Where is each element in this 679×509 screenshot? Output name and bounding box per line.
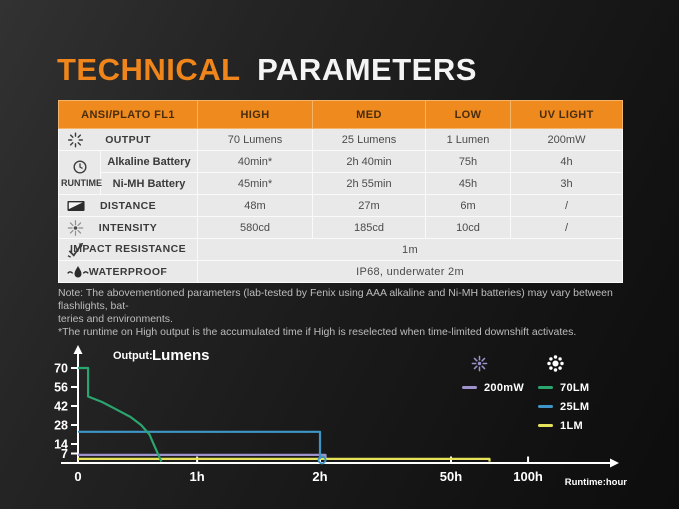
y-tick-label: 14 [54, 438, 68, 452]
legend-group-uv: 200mW [462, 352, 524, 435]
table-row-output: OUTPUT 70 Lumens 25 Lumens 1 Lumen 200mW [58, 128, 623, 151]
row-label-runtime: RUNTIME [61, 178, 102, 188]
col-header-high: HIGH [197, 100, 313, 129]
beam-distance-icon [67, 200, 85, 212]
row-label-distance: DISTANCE [99, 199, 157, 212]
row-label-intensity: INTENSITY [98, 221, 158, 234]
table-row-distance: DISTANCE 48m 27m 6m / [58, 194, 623, 217]
legend-label-1lm: 1LM [560, 419, 583, 432]
runtime-alkaline-high: 40min* [197, 150, 313, 173]
legend-swatch-200mw [462, 386, 477, 389]
parameters-table: ANSI/PLATO FL1 HIGH MED LOW UV LIGHT [58, 100, 623, 283]
waterproof-value: IP68, underwater 2m [197, 260, 623, 283]
table-row-runtime-alkaline: RUNTIME Alkaline Battery 40min* 2h 40min… [58, 150, 623, 195]
legend-swatch-70lm [538, 386, 554, 389]
row-label-output: OUTPUT [105, 133, 151, 146]
x-tick-label: 50h [440, 469, 462, 484]
table-row-intensity: INTENSITY 580cd 185cd 10cd / [58, 216, 623, 239]
row-label-waterproof: WATERPROOF [88, 265, 168, 278]
intensity-spark-icon [67, 219, 84, 236]
table-row-waterproof: WATERPROOF IP68, underwater 2m [58, 260, 623, 283]
legend-swatch-1lm [538, 424, 554, 427]
note-line-1: Note: The abovementioned parameters (lab… [58, 287, 613, 312]
distance-med: 27m [312, 194, 426, 217]
col-header-med: MED [312, 100, 426, 129]
chart-title: Lumens [152, 347, 210, 364]
intensity-med: 185cd [312, 216, 426, 239]
y-axis-arrow [73, 345, 83, 354]
impact-value: 1m [197, 238, 623, 261]
distance-uv: / [510, 194, 623, 217]
legend-label-25lm: 25LM [560, 400, 590, 413]
intensity-high: 580cd [197, 216, 313, 239]
y-tick-label: 42 [54, 400, 68, 414]
sun-icon [544, 352, 566, 374]
legend-label-200mw: 200mW [484, 381, 525, 394]
runtime-alkaline-med: 2h 40min [312, 150, 426, 173]
runtime-nimh-low: 45h [425, 172, 511, 195]
legend-entry-25lm: 25LM [538, 397, 589, 416]
y-tick-label: 28 [54, 419, 68, 433]
output-low: 1 Lumen [425, 128, 511, 151]
distance-high: 48m [197, 194, 313, 217]
runtime-alkaline-uv: 4h [510, 150, 623, 173]
legend-entry-200mw: 200mW [462, 378, 524, 397]
series-line-1LM [78, 457, 491, 462]
runtime-alkaline-label: Alkaline Battery [100, 150, 198, 173]
runtime-nimh-uv: 3h [510, 172, 623, 195]
runtime-alkaline-low: 75h [425, 150, 511, 173]
output-high: 70 Lumens [197, 128, 313, 151]
y-tick-label: 70 [54, 362, 68, 376]
row-label-impact: IMPACT RESISTANCE [69, 243, 187, 255]
col-header-uv-light: UV LIGHT [510, 100, 623, 129]
series-line-25LM [78, 430, 322, 459]
sunburst-icon [67, 131, 84, 148]
runtime-nimh-label: Ni-MH Battery [100, 172, 198, 195]
series-line-70LM [78, 366, 163, 463]
intensity-low: 10cd [425, 216, 511, 239]
col-header-low: LOW [425, 100, 511, 129]
x-axis-label: Runtime:hour [565, 477, 628, 488]
uv-sun-icon [468, 352, 490, 374]
table-row-runtime-nimh: Ni-MH Battery 45min* 2h 55min 45h 3h [59, 172, 623, 195]
y-tick-label: 7 [61, 447, 68, 461]
runtime-nimh-med: 2h 55min [312, 172, 426, 195]
runtime-nimh-high: 45min* [197, 172, 313, 195]
table-row-impact-resistance: IMPACT RESISTANCE 1m [58, 238, 623, 261]
series-end-marker-25LM [317, 455, 327, 465]
y-tick-label: 56 [54, 381, 68, 395]
page-title-accent: TECHNICAL [57, 52, 241, 87]
intensity-uv: / [510, 216, 623, 239]
x-tick-label: 2h [312, 469, 327, 484]
output-med: 25 Lumens [312, 128, 426, 151]
x-tick-label: 0 [74, 469, 81, 484]
impact-drop-icon [67, 242, 85, 258]
x-tick-label: 1h [190, 469, 205, 484]
x-axis-arrow [610, 458, 619, 468]
page-title-rest: PARAMETERS [257, 52, 477, 87]
legend-entry-70lm: 70LM [538, 378, 589, 397]
x-tick-label: 100h [513, 469, 543, 484]
chart-legend: 200mW 70 [462, 352, 589, 435]
page-title: TECHNICAL PARAMETERS [57, 52, 477, 88]
legend-entry-1lm: 1LM [538, 416, 589, 435]
runtime-chart: 70 56 42 28 14 7 0 1h 2h 50h 100h Output: Lumens Runt… [0, 335, 679, 505]
legend-label-70lm: 70LM [560, 381, 590, 394]
output-uv: 200mW [510, 128, 623, 151]
waterproof-drop-icon [67, 265, 89, 278]
col-header-standard: ANSI/PLATO FL1 [58, 100, 198, 129]
chart-title-prefix: Output: [113, 350, 153, 362]
clock-icon [61, 159, 98, 175]
note-line-2: teries and environments. [58, 313, 173, 325]
distance-low: 6m [425, 194, 511, 217]
note-line-3: *The runtime on High output is the accum… [58, 326, 577, 338]
legend-group-white: 70LM 25LM 1LM [538, 352, 589, 435]
note-text: Note: The abovementioned parameters (lab… [58, 287, 628, 339]
table-header-row: ANSI/PLATO FL1 HIGH MED LOW UV LIGHT [58, 100, 623, 129]
legend-swatch-25lm [538, 405, 554, 408]
